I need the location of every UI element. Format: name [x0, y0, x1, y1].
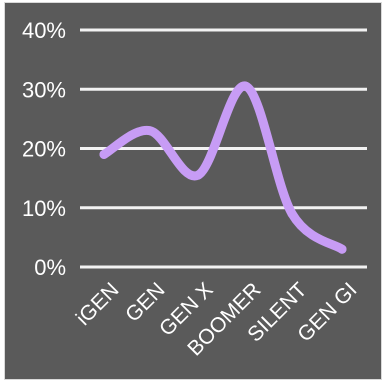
- y-tick-label: 20%: [22, 137, 66, 162]
- y-tick-label: 10%: [22, 196, 66, 221]
- chart-frame: [4, 2, 382, 380]
- x-tick-label: iGEN: [72, 278, 124, 330]
- data-point-igen: [99, 149, 109, 159]
- data-point-boomer: [241, 81, 251, 91]
- gridlines: [80, 28, 367, 269]
- y-axis-ticks: 0% 10% 20% 30% 40%: [22, 18, 66, 280]
- series-layer: [99, 81, 347, 254]
- series-line-0: [99, 81, 347, 254]
- y-tick-label: 30%: [22, 77, 66, 102]
- data-point-gen: [145, 126, 155, 136]
- y-tick-label: 0%: [34, 255, 66, 280]
- data-point-gen-gi: [337, 244, 347, 254]
- data-point-gen-x: [193, 170, 203, 180]
- y-tick-label: 40%: [22, 18, 66, 43]
- data-point-silent: [287, 209, 297, 219]
